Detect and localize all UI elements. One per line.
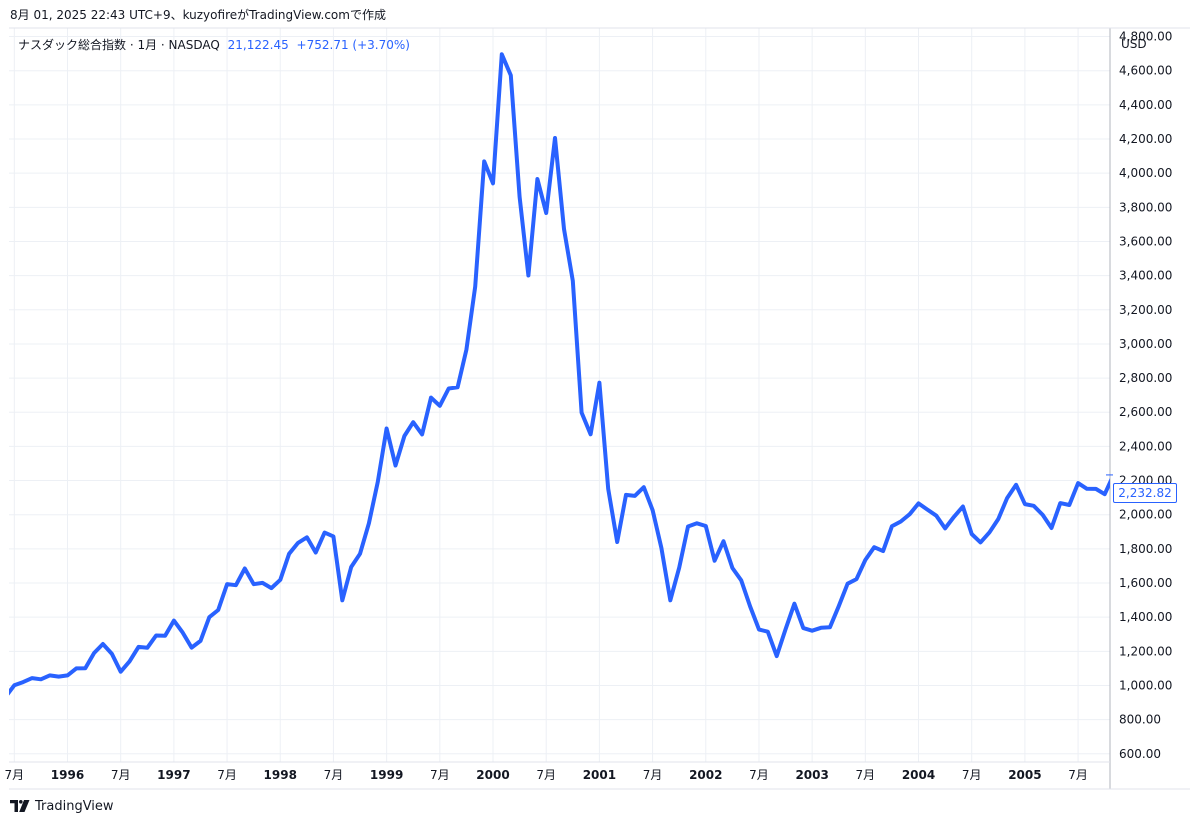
y-tick-label: 2,000.00	[1119, 508, 1172, 522]
y-tick-label: 4,200.00	[1119, 132, 1172, 146]
x-tick-label-month: 7月	[643, 768, 663, 782]
x-tick-label-year: 2004	[902, 768, 935, 782]
legend-last-value: 21,122.45	[227, 38, 289, 52]
x-tick-label-year: 2005	[1008, 768, 1041, 782]
y-tick-label: 1,600.00	[1119, 576, 1172, 590]
x-tick-label-year: 1998	[264, 768, 297, 782]
y-tick-label: 2,800.00	[1119, 371, 1172, 385]
x-tick-label-year: 2002	[689, 768, 722, 782]
y-tick-label: 3,200.00	[1119, 303, 1172, 317]
x-tick-label-year: 2001	[583, 768, 616, 782]
last-price-tag: 2,232.82	[1113, 483, 1177, 503]
x-tick-label-year: 1999	[370, 768, 403, 782]
x-tick-label-month: 7月	[324, 768, 344, 782]
y-tick-label: 4,600.00	[1119, 64, 1172, 78]
x-tick-label-month: 7月	[1068, 768, 1088, 782]
y-tick-label: 800.00	[1119, 713, 1161, 727]
tradingview-logo-icon	[10, 800, 30, 812]
y-tick-label: 4,400.00	[1119, 98, 1172, 112]
currency-label[interactable]: USD	[1121, 37, 1147, 51]
y-tick-label: 2,400.00	[1119, 439, 1172, 453]
y-tick-label: 2,600.00	[1119, 405, 1172, 419]
y-tick-label: 1,000.00	[1119, 678, 1172, 692]
x-tick-label-month: 7月	[430, 768, 450, 782]
x-tick-label-year: 1997	[157, 768, 190, 782]
x-tick-label-month: 7月	[111, 768, 131, 782]
price-axis: 600.00 800.00 1,000.00 1,200.00 1,400.00 1,60…	[1119, 30, 1172, 761]
grid-lines	[9, 28, 1110, 762]
y-tick-label: 3,400.00	[1119, 269, 1172, 283]
brand-name: TradingView	[35, 798, 114, 814]
chart-legend[interactable]: ナスダック総合指数 · 1月 · NASDAQ 21,122.45 +752.7…	[18, 36, 410, 53]
x-tick-label-year: 2003	[795, 768, 828, 782]
y-tick-label: 600.00	[1119, 747, 1161, 761]
series-line-nasdaq[interactable]	[6, 52, 1114, 697]
y-tick-label: 1,800.00	[1119, 542, 1172, 556]
y-tick-label: 4,800.00	[1119, 30, 1172, 44]
time-axis: 7月 1996 7月 1997 7月 1998 7月 1999 7月 2000 7月 2001 7月 20…	[4, 768, 1087, 782]
x-tick-label-month: 7月	[962, 768, 982, 782]
x-tick-label-year: 1996	[51, 768, 84, 782]
x-tick-label-month: 7月	[217, 768, 237, 782]
legend-symbol: ナスダック総合指数 · 1月 · NASDAQ	[18, 38, 220, 52]
y-tick-label: 3,800.00	[1119, 200, 1172, 214]
y-tick-label: 3,600.00	[1119, 234, 1172, 248]
x-tick-label-month: 7月	[4, 768, 24, 782]
x-tick-label-month: 7月	[749, 768, 769, 782]
x-tick-label-month: 7月	[856, 768, 876, 782]
y-tick-label: 1,400.00	[1119, 610, 1172, 624]
y-tick-label: 1,200.00	[1119, 644, 1172, 658]
x-tick-label-year: 2000	[476, 768, 509, 782]
y-tick-label: 4,000.00	[1119, 166, 1172, 180]
y-tick-label: 3,000.00	[1119, 337, 1172, 351]
chart-header-note: 8月 01, 2025 22:43 UTC+9、kuzyofireがTradin…	[10, 8, 386, 22]
x-tick-label-month: 7月	[536, 768, 556, 782]
series-layer	[6, 52, 1114, 697]
legend-change: +752.71 (+3.70%)	[296, 38, 410, 52]
tradingview-brand[interactable]: TradingView	[10, 797, 114, 815]
